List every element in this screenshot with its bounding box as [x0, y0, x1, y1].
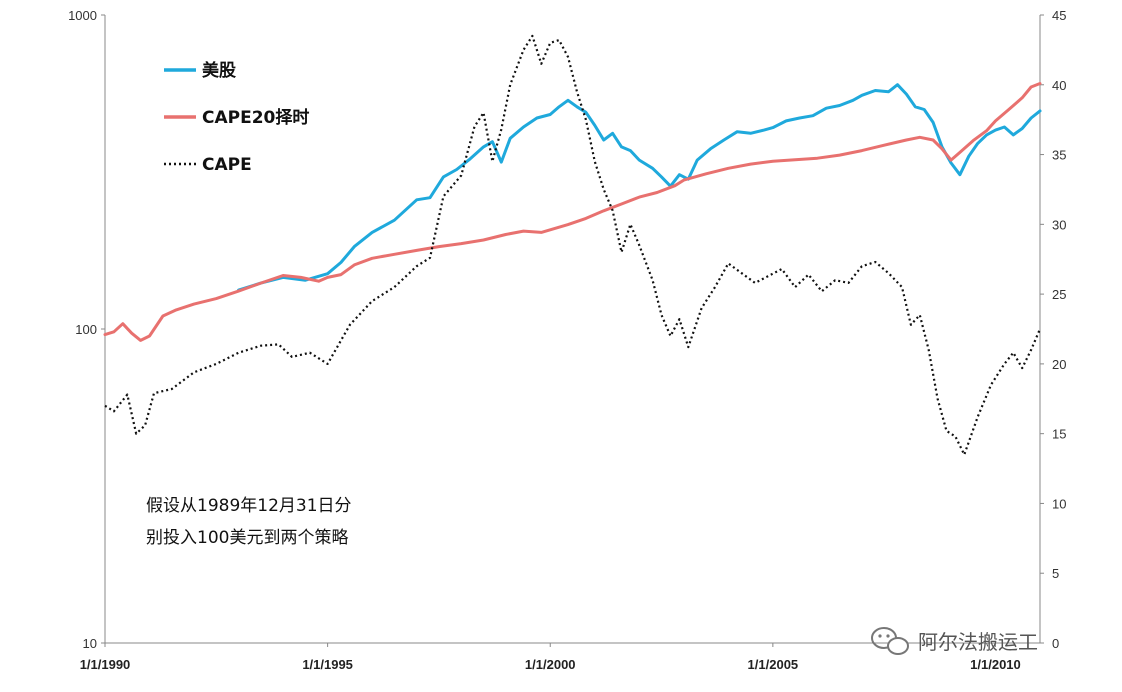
right-tick-label: 30 [1052, 217, 1066, 232]
right-tick-label: 5 [1052, 566, 1059, 581]
right-tick-label: 35 [1052, 148, 1066, 163]
axes: 10 100 1000 0 5 10 15 20 25 30 35 40 45 1/1/1990 1/1/1… [68, 8, 1066, 672]
right-tick-label: 20 [1052, 357, 1066, 372]
right-tick-label: 15 [1052, 427, 1066, 442]
left-tick-label: 10 [83, 636, 97, 651]
legend-label: CAPE [202, 155, 252, 175]
right-tick-label: 40 [1052, 78, 1066, 93]
legend: 美股 CAPE20择时 CAPE [164, 60, 309, 175]
annotation: 假设从1989年12月31日分 别投入100美元到两个策略 [146, 496, 352, 548]
series-line-cape20-timing [103, 82, 1042, 342]
right-tick-label: 25 [1052, 287, 1066, 302]
x-tick-label: 1/1/2000 [525, 657, 576, 672]
left-tick-label: 100 [75, 322, 97, 337]
watermark: 阿尔法搬运工 [871, 627, 1038, 655]
series-layer [103, 34, 1042, 456]
right-tick-label: 10 [1052, 496, 1066, 511]
annotation-line-1: 假设从1989年12月31日分 [146, 496, 352, 516]
watermark-text: 阿尔法搬运工 [918, 630, 1038, 654]
right-tick-label: 0 [1052, 636, 1059, 651]
x-tick-label: 1/1/1990 [80, 657, 131, 672]
left-tick-label: 1000 [68, 8, 97, 23]
legend-label: CAPE20择时 [202, 107, 309, 128]
x-tick-label: 1/1/1995 [302, 657, 353, 672]
series-line-us-stocks [237, 83, 1042, 292]
x-tick-label: 1/1/2010 [970, 657, 1021, 672]
annotation-line-2: 别投入100美元到两个策略 [146, 528, 348, 548]
legend-label: 美股 [202, 60, 236, 81]
x-tick-label: 1/1/2005 [748, 657, 799, 672]
right-tick-label: 45 [1052, 8, 1066, 23]
series-line-cape [104, 34, 1042, 456]
wechat-icon [871, 627, 909, 655]
